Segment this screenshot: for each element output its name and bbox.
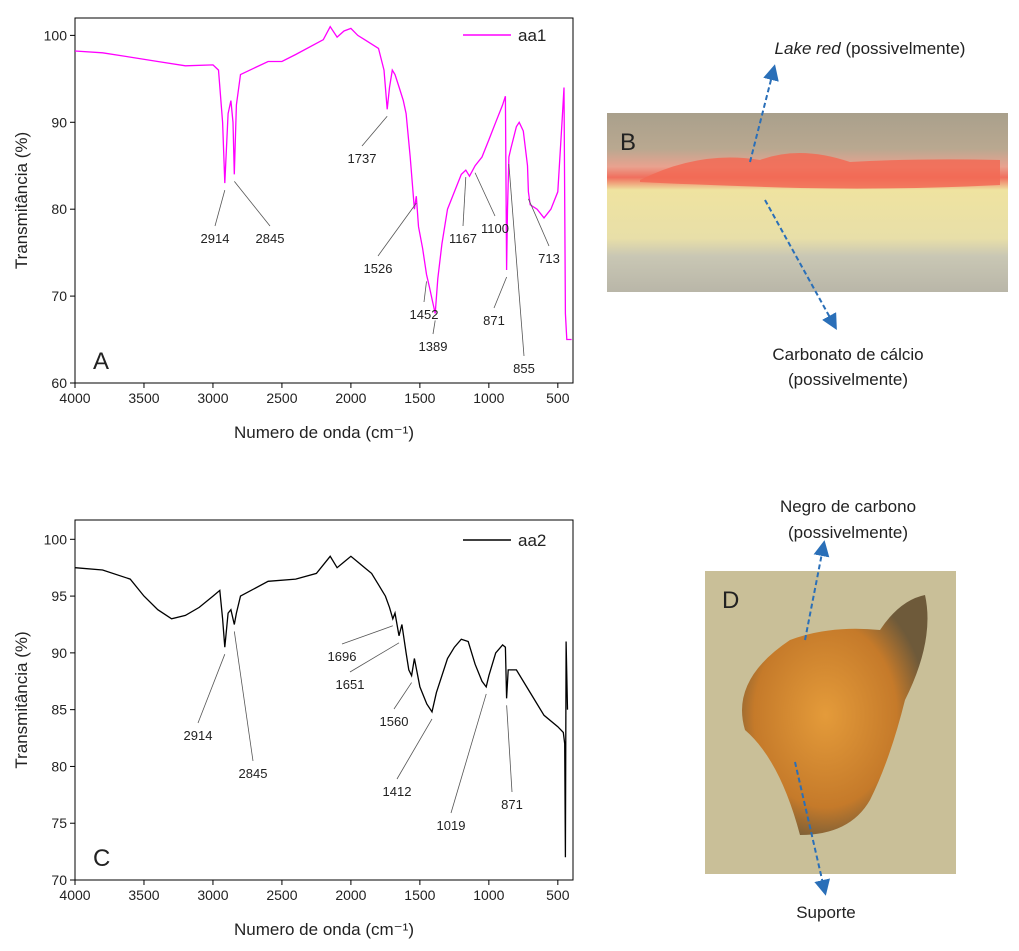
panel-label: C: [93, 845, 110, 872]
peak-leader: [197, 654, 226, 724]
red-layer: [640, 152, 1000, 189]
y-tick-label: 85: [51, 702, 67, 718]
y-tick-label: 70: [51, 872, 67, 888]
peak-leader: [493, 276, 508, 309]
y-tick-label: 75: [51, 815, 67, 831]
spectrum-line: [74, 555, 569, 858]
y-tick-label: 80: [51, 201, 67, 217]
x-tick-label: 500: [546, 390, 570, 406]
peak-label: 2914: [201, 231, 230, 246]
x-tick-label: 3500: [128, 887, 159, 903]
peak-label: 1412: [383, 784, 412, 799]
photo-b: [607, 113, 1008, 292]
y-tick-label: 60: [51, 375, 67, 391]
x-tick-label: 2000: [335, 390, 366, 406]
peak-label: 1452: [410, 307, 439, 322]
peak-leader: [508, 164, 525, 357]
legend-label: aa1: [518, 26, 546, 45]
plot-frame: [74, 519, 574, 881]
y-tick-label: 80: [51, 758, 67, 774]
peak-label: 2845: [256, 231, 285, 246]
x-tick-label: 1500: [404, 390, 435, 406]
y-tick-label: 100: [44, 531, 68, 547]
x-tick-label: 3000: [197, 390, 228, 406]
y-axis-label: Transmitância (%): [12, 132, 31, 269]
peak-leader: [432, 320, 436, 335]
peak-leader: [474, 172, 496, 217]
peak-label: 713: [538, 251, 560, 266]
peak-leader: [214, 190, 226, 227]
y-axis-label: Transmitância (%): [12, 631, 31, 768]
peak-leader: [528, 198, 550, 247]
spectrum-line: [74, 25, 572, 341]
peak-label: 2914: [184, 728, 213, 743]
x-tick-label: 1000: [473, 887, 504, 903]
x-axis-label: Numero de onda (cm⁻¹): [234, 920, 414, 939]
peak-leader: [361, 115, 388, 147]
peak-label: 1560: [380, 714, 409, 729]
x-tick-label: 2500: [266, 390, 297, 406]
arrow: [794, 761, 831, 896]
x-tick-label: 1500: [404, 887, 435, 903]
peak-leader: [462, 177, 467, 227]
peak-leader: [377, 202, 417, 257]
photo-label: D: [722, 587, 739, 614]
peak-leader: [423, 281, 427, 303]
peak-leader: [396, 718, 433, 780]
annotation: Negro de carbono: [780, 497, 916, 516]
peak-label: 1651: [336, 677, 365, 692]
panel-label: A: [93, 348, 109, 375]
peak-leader: [506, 705, 513, 793]
peak-label: 1100: [481, 221, 509, 236]
peak-label: 1696: [328, 649, 357, 664]
annotation: (possivelmente): [788, 370, 908, 389]
peak-label: 1019: [437, 818, 466, 833]
x-tick-label: 3000: [197, 887, 228, 903]
x-tick-label: 3500: [128, 390, 159, 406]
peak-label: 871: [501, 797, 523, 812]
peak-label: 1526: [364, 261, 393, 276]
y-tick-label: 100: [44, 27, 68, 43]
x-tick-label: 2000: [335, 887, 366, 903]
peak-label: 871: [483, 313, 505, 328]
peak-leader: [234, 181, 271, 227]
x-tick-label: 500: [546, 887, 570, 903]
peak-label: 1389: [419, 339, 448, 354]
annotation: (possivelmente): [788, 523, 908, 542]
plot-frame: [74, 17, 574, 384]
peak-leader: [450, 693, 487, 814]
annotation-text: (possivelmente): [845, 39, 965, 58]
peak-label: 1737: [348, 151, 377, 166]
annotation-italic: Lake red: [775, 39, 842, 58]
peak-label: 1167: [449, 231, 477, 246]
peak-leader: [341, 625, 393, 645]
peak-leader: [349, 642, 400, 673]
x-axis-label: Numero de onda (cm⁻¹): [234, 423, 414, 442]
peak-leader: [393, 682, 412, 710]
peak-leader: [233, 631, 254, 762]
x-tick-label: 1000: [473, 390, 504, 406]
x-tick-label: 4000: [59, 887, 90, 903]
photo-label: B: [620, 129, 636, 156]
peak-label: 855: [513, 361, 535, 376]
sample: [742, 595, 928, 835]
y-tick-label: 70: [51, 288, 67, 304]
annotation: Suporte: [796, 903, 856, 922]
legend-label: aa2: [518, 531, 546, 550]
x-tick-label: 2500: [266, 887, 297, 903]
y-tick-label: 90: [51, 114, 67, 130]
x-tick-label: 4000: [59, 390, 90, 406]
peak-label: 2845: [239, 766, 268, 781]
annotation: Lake red (possivelmente): [775, 39, 966, 58]
y-tick-label: 95: [51, 588, 67, 604]
annotation: Carbonato de cálcio: [772, 345, 923, 364]
y-tick-label: 90: [51, 645, 67, 661]
